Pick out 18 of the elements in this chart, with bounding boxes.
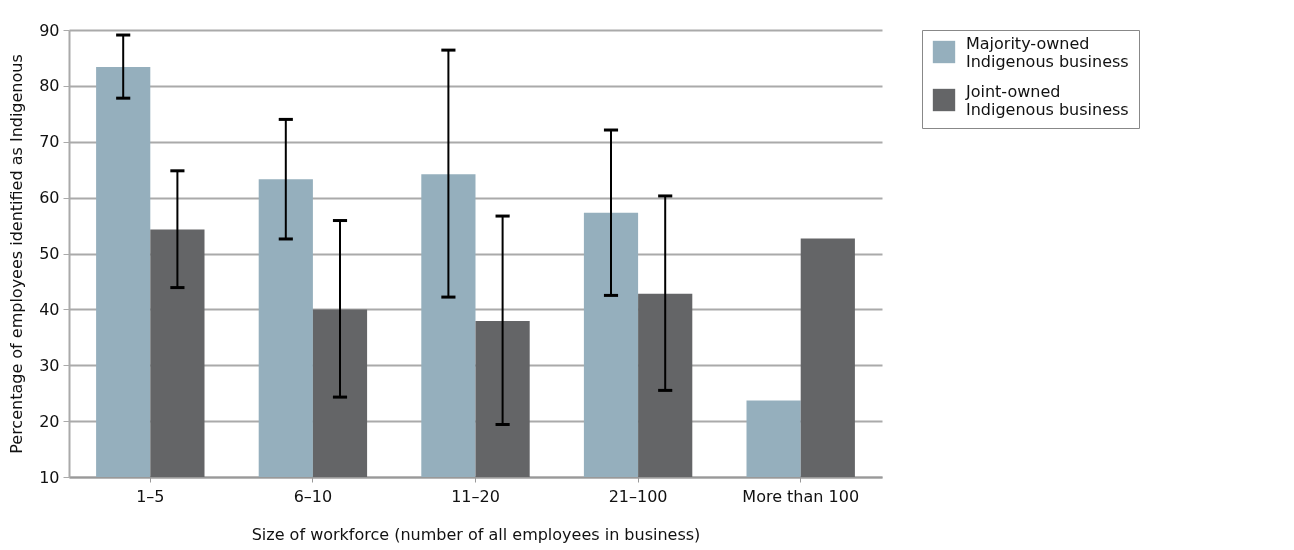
y-tick-label: 80 [39,76,60,96]
x-axis-title: Size of workforce (number of all employees in business) [251,524,701,544]
x-tick-label: 21–100 [608,486,668,506]
legend-label: Majority-owned Indigenous business [966,34,1129,71]
y-tick-label: 40 [39,299,60,319]
y-tick-label: 30 [39,355,60,375]
x-tick-label: 11–20 [451,486,500,506]
y-tick-label: 90 [39,20,60,40]
x-tick-label: 6–10 [293,486,333,506]
y-axis-title: Percentage of employees identified as Indigenous [7,54,27,454]
y-tick-label: 20 [39,411,60,431]
y-tick-label: 70 [39,132,60,152]
x-tick-label: More than 100 [742,486,860,506]
legend-label: Joint-owned Indigenous business [965,82,1129,119]
y-tick-label: 50 [39,244,60,263]
y-tick-label: 60 [39,188,60,208]
y-tick-label: 10 [39,467,60,487]
x-tick-label: 1–5 [136,486,165,506]
